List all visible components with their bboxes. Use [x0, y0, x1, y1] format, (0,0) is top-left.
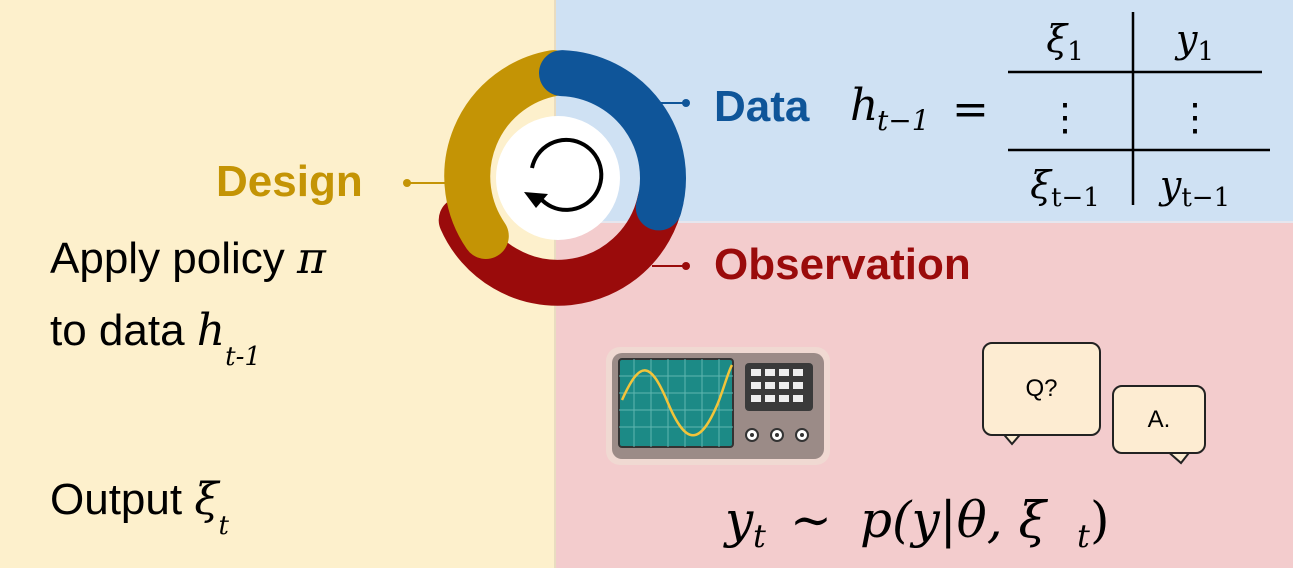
table-cell-xi-2: ⋮	[1046, 95, 1084, 139]
table-cell-y-3: yt−1	[1158, 163, 1230, 213]
question-bubble: Q?	[982, 342, 1101, 436]
design-arc	[444, 50, 577, 259]
output-subscript: t	[218, 511, 229, 541]
table-cell-y-2: ⋮	[1176, 95, 1214, 139]
design-stage-label: Design	[216, 157, 363, 206]
design-panel	[0, 0, 556, 568]
answer-text: A.	[1147, 405, 1171, 433]
design-connector	[403, 179, 450, 187]
answer-bubble: A.	[1112, 385, 1206, 454]
oscilloscope-icon	[606, 347, 830, 465]
data-arc	[539, 50, 686, 231]
table-cell-xi-3: ξt−1	[1030, 163, 1100, 213]
data-prefix: to data	[50, 306, 197, 355]
cycle-ring	[438, 50, 686, 306]
policy-line: Apply policy π	[50, 233, 326, 284]
output-symbol: ξ	[194, 474, 219, 525]
eq-rhs: p(y|θ, ξ	[860, 491, 1048, 549]
table-cell-xi-1: ξ1	[1046, 17, 1083, 67]
history-subscript: t−1	[877, 104, 930, 137]
history-equals: =	[952, 84, 989, 135]
history-symbol: h	[850, 80, 878, 131]
data-stage-label: Data	[714, 82, 810, 131]
output-line: Output ξt	[50, 474, 229, 541]
horizontal-divider	[556, 221, 1293, 223]
data-subscript: t-1	[225, 342, 261, 372]
eq-y: y	[723, 491, 754, 549]
table-cell-y-1: y1	[1174, 17, 1214, 67]
observation-equation: y t ∼ p(y|θ, ξ t )	[723, 491, 1110, 555]
data-table: ξ1 y1 ⋮ ⋮ ξt−1 yt−1	[1030, 17, 1230, 213]
eq-rhs-sub: t	[1077, 517, 1090, 555]
cycle-arrow-icon	[524, 137, 604, 212]
bubble-tail-join-a	[1166, 447, 1191, 451]
data-symbol: h	[196, 305, 226, 356]
policy-prefix: Apply policy	[50, 234, 298, 283]
eq-sim: ∼	[790, 491, 832, 549]
bubble-tail-join-q	[1001, 428, 1023, 432]
question-text: Q?	[1025, 375, 1058, 402]
observation-stage-label: Observation	[714, 240, 971, 289]
eq-y-sub: t	[753, 517, 766, 555]
eq-close: )	[1090, 491, 1110, 549]
output-prefix: Output	[50, 475, 195, 524]
data-line: to data ht-1	[50, 305, 261, 372]
history-lhs: h t−1 =	[850, 80, 989, 137]
data-table-lines	[1008, 12, 1270, 205]
observation-connector	[652, 262, 690, 270]
policy-symbol: π	[297, 233, 326, 284]
